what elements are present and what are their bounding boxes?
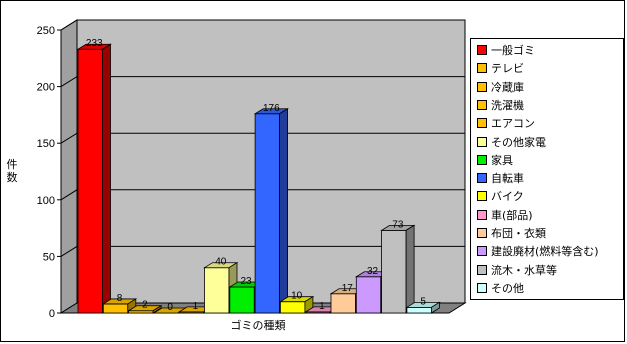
y-tick-label: 250 (37, 25, 55, 37)
data-label: 5 (420, 296, 426, 307)
data-label: 1 (193, 301, 199, 312)
bar (76, 43, 112, 314)
legend-label: 一般ゴミ (491, 44, 535, 57)
legend-label: 自転車 (491, 172, 524, 186)
legend-swatch (477, 228, 487, 238)
grid-line (60, 189, 465, 201)
bar (101, 298, 138, 314)
y-axis-label: 件数 (7, 158, 18, 184)
y-tick-label: 150 (37, 138, 55, 150)
bar-front (381, 229, 407, 314)
bar-front (254, 113, 281, 314)
grid-line (60, 245, 465, 257)
legend-swatch (477, 246, 487, 257)
legend-swatch (477, 45, 487, 55)
bar (253, 108, 289, 314)
legend-label: 家具 (491, 153, 513, 167)
legend-label: 建設廃材(燃料等含む) (491, 245, 599, 259)
bar-front (406, 306, 432, 314)
data-label: 2 (142, 300, 148, 311)
legend-label: 流木・水草等 (491, 263, 557, 277)
legend-swatch (477, 191, 487, 202)
legend-label: その他 (491, 281, 524, 295)
bar-front (204, 267, 230, 314)
data-label: 40 (215, 257, 227, 268)
legend-item: テレビ (477, 61, 524, 75)
bar-front (330, 293, 356, 314)
legend-swatch (477, 154, 487, 165)
legend-item: 家具 (477, 153, 513, 167)
data-label: 17 (342, 283, 354, 294)
legend-label: バイク (491, 190, 524, 204)
data-label: 233 (86, 38, 103, 49)
bar (127, 305, 163, 314)
legend-swatch (477, 173, 487, 184)
legend-label: エアコン (491, 117, 535, 131)
legend-item: 自転車 (477, 171, 524, 185)
grid-line (60, 132, 465, 144)
bar-side (102, 43, 111, 314)
side-wall (60, 19, 78, 314)
data-label: 32 (367, 266, 379, 277)
legend-swatch (477, 136, 487, 147)
bar-side (430, 301, 440, 314)
legend-label: 洗濯機 (491, 98, 524, 112)
data-label: 23 (240, 276, 252, 287)
legend-swatch (477, 264, 487, 275)
data-labels: 233 8 2 0 1 40 23 176 10 1 17 32 73 5 (86, 38, 426, 313)
legend-swatch (477, 81, 487, 92)
grid-lines (60, 19, 465, 257)
legend-label: その他家電 (491, 135, 546, 149)
legend-swatch (477, 99, 487, 110)
legend-item: その他家電 (477, 135, 546, 149)
legend-item: 布団・衣類 (477, 226, 546, 240)
bar-side (405, 224, 415, 314)
legend: 一般ゴミテレビ冷蔵庫洗濯機エアコンその他家電家具自転車バイク車(部品) 布団・衣類… (470, 38, 624, 300)
y-axis-ticks: 0 50 100 150 200 250 (37, 25, 62, 320)
legend-swatch (477, 209, 487, 220)
legend-item: 冷蔵庫 (477, 80, 524, 94)
legend-item: その他 (477, 281, 524, 295)
bar-side (152, 305, 162, 314)
data-label: 10 (291, 291, 303, 302)
legend-item: エアコン (477, 116, 535, 130)
legend-label: テレビ (491, 62, 524, 76)
data-label: 8 (117, 293, 123, 304)
bar-front (355, 276, 382, 314)
y-tick-label: 200 (37, 82, 55, 94)
bars (76, 43, 441, 314)
data-label: 176 (263, 103, 280, 114)
bar-front (102, 303, 129, 314)
bar-front (279, 301, 306, 314)
y-tick-label: 100 (37, 195, 55, 207)
bar-side (279, 108, 289, 314)
legend-item: 建設廃材(燃料等含む) (477, 244, 599, 258)
y-tick-label: 50 (43, 251, 55, 263)
legend-label: 冷蔵庫 (491, 80, 524, 94)
y-tick-label: 0 (49, 308, 55, 320)
legend-swatch (477, 282, 487, 293)
legend-item: バイク (477, 189, 524, 203)
bar-front (77, 48, 103, 314)
legend-item: 一般ゴミ (477, 43, 535, 57)
legend-label: 車(部品) (491, 208, 533, 222)
data-label: 0 (167, 302, 173, 313)
legend-item: 車(部品) (477, 208, 533, 222)
data-label: 73 (392, 219, 404, 230)
data-label: 1 (319, 301, 325, 312)
x-axis-label: ゴミの種類 (231, 318, 286, 332)
legend-swatch (477, 118, 487, 129)
bar (380, 224, 416, 314)
legend-item: 流木・水草等 (477, 263, 557, 277)
grid-line (60, 19, 465, 31)
legend-swatch (477, 63, 487, 74)
grid-line (60, 76, 465, 88)
bar (405, 301, 441, 314)
bar-front (229, 286, 255, 314)
legend-item: 洗濯機 (477, 98, 524, 112)
legend-label: 布団・衣類 (491, 227, 546, 240)
